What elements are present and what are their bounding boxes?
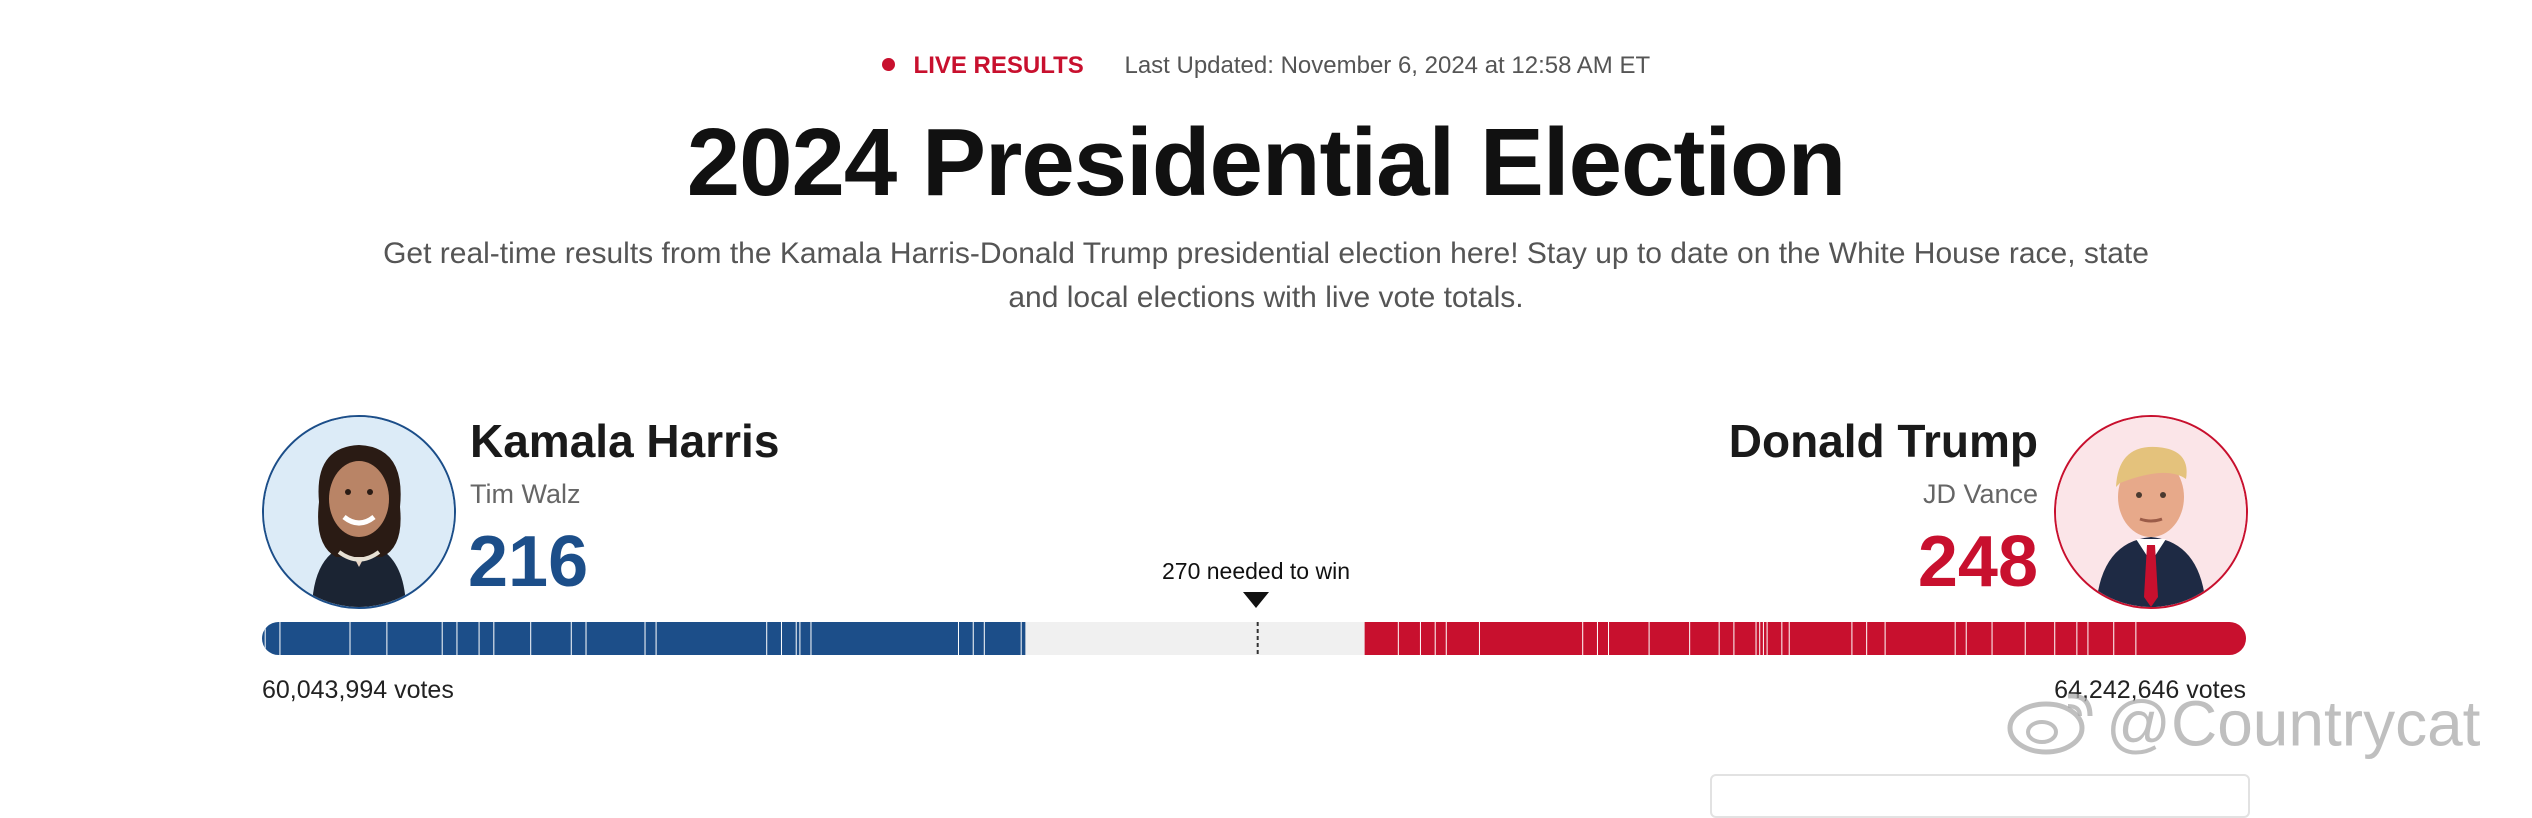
rep-state-segment[interactable] — [2054, 622, 2077, 655]
needed-to-win-label: 270 needed to win — [1162, 558, 1350, 584]
rep-state-segment[interactable] — [1445, 622, 1479, 655]
rep-segment-divider — [1754, 622, 1757, 655]
watermark-text: @Countrycat — [2106, 687, 2481, 760]
rep-state-segment[interactable] — [1851, 622, 1867, 655]
live-results-label: LIVE RESULTS — [913, 52, 1084, 79]
dem-segment-divider — [279, 622, 282, 655]
dem-state-segment[interactable] — [494, 622, 532, 655]
watermark: @Countrycat — [2006, 686, 2480, 771]
rep-state-segment[interactable] — [1766, 622, 1782, 655]
rep-state-segment[interactable] — [1718, 622, 1734, 655]
rep-state-segment[interactable] — [2076, 622, 2088, 655]
dem-state-segment[interactable] — [457, 622, 480, 655]
rep-state-segment[interactable] — [1689, 622, 1719, 655]
dem-state-segment[interactable] — [262, 622, 266, 655]
dem-state-segment[interactable] — [656, 622, 768, 655]
rep-state-segment[interactable] — [1478, 622, 1583, 655]
weibo-logo-icon — [2006, 686, 2098, 771]
dem-state-segment[interactable] — [531, 622, 572, 655]
status-line: LIVE RESULTS Last Updated: November 6, 2… — [0, 52, 2532, 80]
rep-segment-divider — [1990, 622, 1993, 655]
dem-state-segment[interactable] — [442, 622, 458, 655]
dem-state-segment[interactable] — [811, 622, 959, 655]
rep-state-segment[interactable] — [1733, 622, 1756, 655]
harris-name[interactable]: Kamala Harris — [470, 415, 780, 467]
harris-avatar[interactable] — [262, 415, 456, 609]
harris-electoral-votes: 216 — [468, 522, 589, 602]
trump-running-mate: JD Vance — [1922, 479, 2038, 509]
trump-name[interactable]: Donald Trump — [1728, 415, 2038, 467]
rep-state-segment[interactable] — [2135, 622, 2246, 655]
harris-running-mate: Tim Walz — [470, 479, 581, 509]
last-updated: Last Updated: November 6, 2024 at 12:58 … — [1124, 52, 1651, 79]
rep-state-segment[interactable] — [1965, 622, 1992, 655]
electoral-vote-bar — [262, 622, 2246, 655]
dem-state-segment[interactable] — [387, 622, 443, 655]
rep-state-segment[interactable] — [2024, 622, 2055, 655]
rep-state-segment[interactable] — [1434, 622, 1446, 655]
rep-state-segment[interactable] — [1364, 622, 1398, 655]
harris-popular-votes: 60,043,994 votes — [262, 676, 454, 704]
trump-electoral-votes: 248 — [1917, 522, 2038, 602]
dem-state-segment[interactable] — [958, 622, 974, 655]
dem-state-segment[interactable] — [781, 622, 797, 655]
rep-state-segment[interactable] — [1991, 622, 2025, 655]
rep-state-segment[interactable] — [1582, 622, 1597, 655]
rep-state-segment[interactable] — [2087, 622, 2114, 655]
dem-state-segment[interactable] — [586, 622, 646, 655]
rep-segment-divider — [1953, 622, 1956, 655]
win-marker-icon — [1243, 592, 1269, 608]
dem-state-segment[interactable] — [571, 622, 587, 655]
rep-state-segment[interactable] — [1596, 622, 1609, 655]
dem-state-segment[interactable] — [280, 622, 351, 655]
rep-state-segment[interactable] — [1788, 622, 1852, 655]
dem-state-segment[interactable] — [479, 622, 495, 655]
rep-state-segment[interactable] — [1866, 622, 1885, 655]
rep-segment-divider — [2112, 622, 2115, 655]
dem-state-segment[interactable] — [973, 622, 985, 655]
dem-state-segment[interactable] — [796, 622, 801, 655]
rep-state-segment[interactable] — [1608, 622, 1649, 655]
dem-state-segment[interactable] — [767, 622, 782, 655]
page-title: 2024 Presidential Election — [686, 109, 1847, 216]
rep-segment-divider — [2134, 622, 2137, 655]
dem-state-segment[interactable] — [1021, 622, 1026, 655]
rep-state-segment[interactable] — [1884, 622, 1955, 655]
dem-state-segment[interactable] — [984, 622, 1022, 655]
rep-state-segment[interactable] — [1759, 622, 1763, 655]
dem-state-segment[interactable] — [350, 622, 388, 655]
sidebar-card — [1710, 774, 2250, 818]
rep-segment-divider — [1418, 622, 1421, 655]
live-dot-icon — [881, 58, 895, 72]
electoral-bar-svg — [262, 622, 2246, 655]
rep-state-segment[interactable] — [1762, 622, 1767, 655]
dem-state-segment[interactable] — [645, 622, 657, 655]
rep-state-segment[interactable] — [1781, 622, 1789, 655]
trump-avatar[interactable] — [2054, 415, 2248, 609]
rep-state-segment[interactable] — [1397, 622, 1420, 655]
harris-portrait-icon — [264, 417, 454, 607]
trump-portrait-icon — [2056, 417, 2246, 607]
rep-state-segment[interactable] — [2113, 622, 2136, 655]
rep-state-segment[interactable] — [1755, 622, 1760, 655]
page-subtitle: Get real-time results from the Kamala Ha… — [383, 237, 2149, 314]
rep-state-segment[interactable] — [1419, 622, 1435, 655]
dem-state-segment[interactable] — [265, 622, 281, 655]
dem-state-segment[interactable] — [800, 622, 812, 655]
rep-state-segment[interactable] — [1954, 622, 1966, 655]
rep-state-segment[interactable] — [1648, 622, 1690, 655]
